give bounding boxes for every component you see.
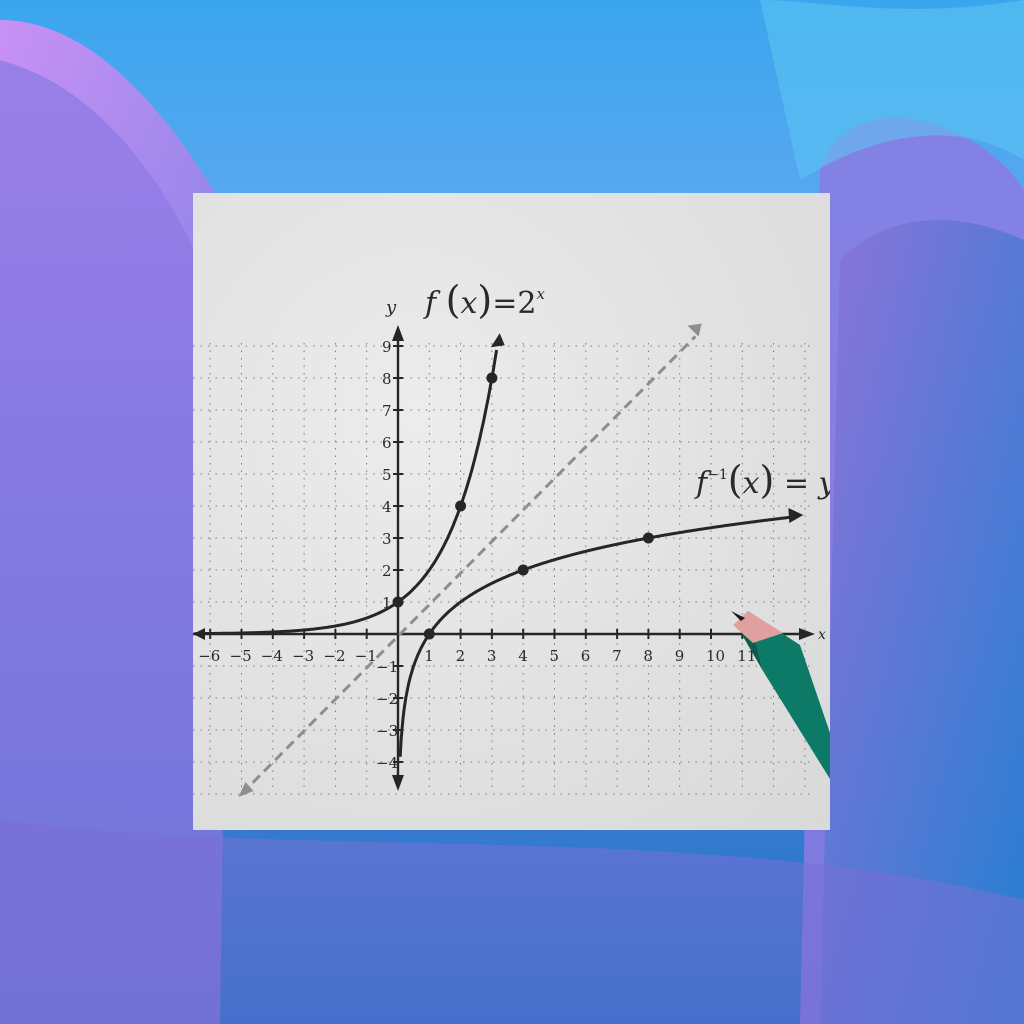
graph-paper-photo: −6 −5 −4 −3 −2 −1 1 2 3 4 5 6 7 8 9 10 11 9 8 7 6 5 4 3 2 1 −1 −2 −3… [193, 193, 830, 830]
x-tick-label: −5 [230, 647, 252, 665]
y-tick-label: 8 [382, 370, 392, 388]
x-tick-label: 5 [550, 647, 560, 665]
data-point [423, 628, 435, 640]
data-point [486, 372, 498, 384]
function-labels: y x f (x)=2x f−1(x) = y [385, 278, 830, 643]
data-point [517, 564, 529, 576]
data-point [455, 500, 467, 512]
y-tick-label: 1 [382, 594, 392, 612]
x-tick-label: −6 [198, 647, 220, 665]
data-point [392, 596, 404, 608]
identity-arrow-high-icon [687, 323, 702, 337]
y-tick-label: 6 [382, 434, 392, 452]
y-tick-label: 7 [382, 402, 392, 420]
exponential-arrow-icon [490, 333, 505, 348]
x-tick-label: 1 [424, 647, 434, 665]
y-tick-label: 9 [382, 338, 392, 356]
pencil [731, 611, 830, 779]
identity-line [240, 335, 697, 796]
inverse-function-label: f−1(x) = y [694, 458, 830, 502]
x-axis-label: x [818, 627, 826, 643]
identity-arrow-low-icon [238, 782, 254, 797]
x-tick-label: 6 [581, 647, 591, 665]
function-graph: −6 −5 −4 −3 −2 −1 1 2 3 4 5 6 7 8 9 10 11 9 8 7 6 5 4 3 2 1 −1 −2 −3… [193, 193, 830, 830]
logarithm-curve [398, 515, 792, 757]
curves [194, 323, 804, 797]
x-tick-label: 7 [612, 647, 622, 665]
tick-labels: −6 −5 −4 −3 −2 −1 1 2 3 4 5 6 7 8 9 10 11 9 8 7 6 5 4 3 2 1 −1 −2 −3… [198, 338, 756, 772]
y-tick-label: −1 [376, 658, 398, 676]
data-point [642, 532, 654, 544]
y-axis-arrow-icon [392, 325, 404, 341]
exponential-curve [194, 349, 499, 636]
x-axis-arrow-icon [799, 628, 815, 640]
x-tick-label: −2 [323, 647, 345, 665]
y-axis-label: y [385, 297, 397, 318]
x-tick-label: −4 [261, 647, 283, 665]
x-tick-label: 4 [518, 647, 528, 665]
logarithm-arrow-icon [788, 507, 804, 523]
y-tick-label: −2 [376, 690, 398, 708]
x-tick-label: −1 [355, 647, 377, 665]
x-tick-label: 11 [737, 647, 756, 665]
y-tick-label: −4 [376, 754, 398, 772]
y-tick-label: 2 [382, 562, 392, 580]
y-tick-label: 5 [382, 466, 392, 484]
x-tick-label: 10 [706, 647, 725, 665]
x-tick-label: 9 [675, 647, 685, 665]
y-tick-label: 3 [382, 530, 392, 548]
exponential-function-label: f (x)=2x [423, 278, 545, 322]
x-tick-label: 8 [643, 647, 653, 665]
y-tick-label: −3 [376, 722, 398, 740]
y-axis-down-arrow-icon [392, 775, 404, 791]
y-tick-label: 4 [382, 498, 392, 516]
x-tick-label: 2 [456, 647, 466, 665]
x-tick-label: −3 [292, 647, 314, 665]
x-tick-label: 3 [487, 647, 497, 665]
